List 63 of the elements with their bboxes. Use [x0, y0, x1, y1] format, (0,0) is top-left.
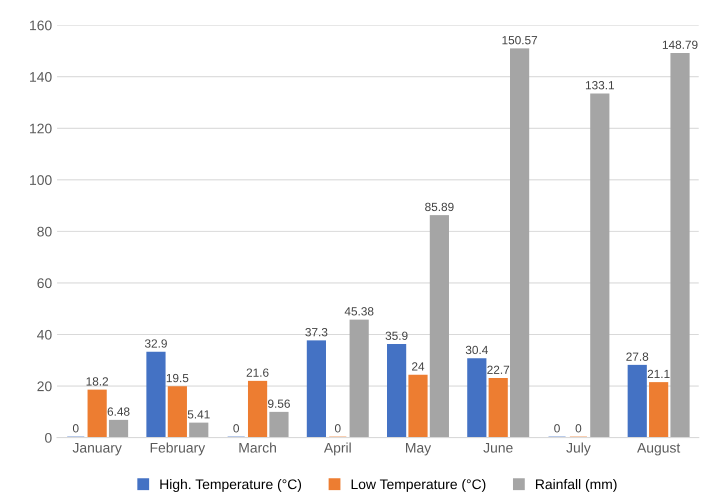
data-label: 27.8 — [626, 352, 648, 361]
data-label: 32.9 — [144, 339, 167, 348]
data-label: 0 — [72, 424, 79, 432]
data-label: 37.3 — [305, 328, 328, 336]
data-label: 6.48 — [108, 407, 130, 416]
x-tick-label: June — [483, 442, 513, 453]
data-label: 9.56 — [268, 399, 290, 408]
bar — [628, 364, 647, 438]
y-tick-label: 120 — [30, 124, 52, 134]
bar — [510, 48, 530, 438]
bar — [670, 53, 690, 438]
data-label: 150.57 — [502, 36, 538, 44]
bar — [488, 378, 508, 438]
data-label: 21.1 — [648, 370, 670, 378]
data-label: 30.4 — [466, 346, 488, 354]
bar — [269, 412, 289, 438]
data-label: 19.5 — [166, 374, 188, 382]
bar — [88, 390, 107, 438]
data-label: 148.79 — [662, 40, 698, 49]
bar — [467, 358, 486, 438]
data-label: 133.1 — [586, 81, 614, 90]
bar — [248, 380, 268, 438]
legend-label: Low Temperature (°C) — [352, 478, 486, 492]
bar — [350, 320, 369, 438]
x-tick-label: January — [72, 442, 122, 456]
data-label: 45.38 — [344, 307, 374, 316]
data-label: 0 — [334, 424, 341, 432]
data-label: 85.89 — [425, 202, 454, 212]
x-tick-label: February — [150, 442, 206, 456]
data-label: 24 — [412, 362, 424, 371]
x-tick-label: August — [637, 442, 680, 456]
bar — [408, 374, 428, 438]
bar — [306, 340, 326, 438]
data-label: 35.9 — [386, 332, 408, 340]
data-label: 0 — [233, 424, 240, 432]
data-label: 18.2 — [86, 377, 108, 386]
y-tick-label: 0 — [45, 432, 52, 443]
data-label: 5.41 — [188, 410, 210, 419]
data-label: 21.6 — [246, 368, 269, 377]
data-label: 22.7 — [487, 366, 510, 374]
data-label: 0 — [554, 424, 560, 432]
x-tick-label: May — [406, 442, 432, 456]
bar — [108, 420, 128, 438]
legend-label: High. Temperature (°C) — [160, 478, 302, 492]
y-tick-label: 40 — [37, 330, 52, 340]
bar — [189, 422, 208, 438]
y-tick-label: 100 — [30, 175, 52, 185]
bar — [387, 344, 406, 438]
x-tick-label: April — [324, 442, 351, 456]
y-tick-label: 140 — [30, 72, 52, 82]
y-tick-label: 160 — [30, 20, 52, 30]
bar — [649, 382, 668, 438]
y-tick-label: 20 — [37, 381, 52, 392]
x-tick-label: March — [239, 442, 276, 453]
y-tick-label: 80 — [37, 226, 52, 237]
legend-label: Rainfall (mm) — [536, 478, 617, 492]
data-label: 0 — [576, 424, 582, 432]
bar — [430, 215, 449, 438]
bar — [146, 352, 166, 438]
y-tick-label: 60 — [37, 278, 52, 288]
x-tick-label: July — [566, 442, 591, 456]
bar — [168, 386, 187, 438]
bar — [590, 93, 610, 438]
